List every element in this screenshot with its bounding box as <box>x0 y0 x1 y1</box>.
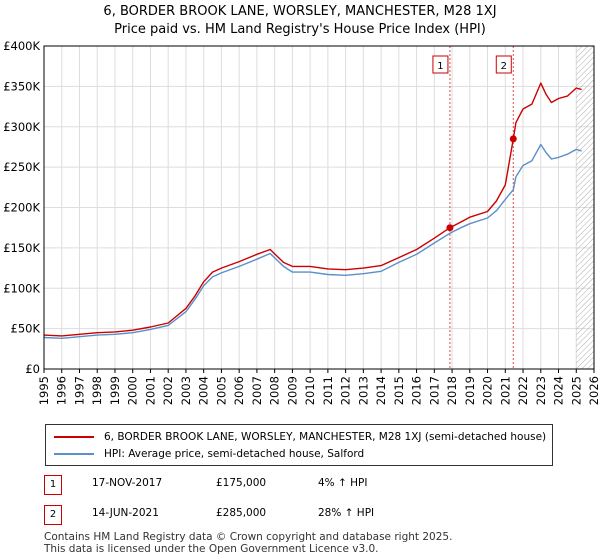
hatched-region <box>576 46 594 369</box>
sale-row-2: 2 14-JUN-2021 £285,000 28% ↑ HPI <box>44 505 564 527</box>
sale-num-badge: 1 <box>44 475 62 495</box>
property-price-line <box>43 82 582 337</box>
sale-hpi-change: 4% ↑ HPI <box>318 477 368 489</box>
chart-title-line: 6, BORDER BROOK LANE, WORSLEY, MANCHESTE… <box>103 4 497 19</box>
plot-frame <box>43 45 595 370</box>
x-tick-label: 2013 <box>356 376 370 405</box>
y-tick-label: £250K <box>3 160 40 174</box>
x-tick-label: 2001 <box>143 376 157 405</box>
x-tick-label: 1997 <box>72 376 86 405</box>
x-tick-label: 2018 <box>445 376 459 405</box>
x-tick-label: 2017 <box>427 376 441 405</box>
sale-point <box>509 135 517 143</box>
y-tick-label: £350K <box>3 79 40 93</box>
chart-area: £0 £50K £100K £150K £200K £250K £300K £350K £400… <box>3 39 600 405</box>
series-layer <box>43 82 582 339</box>
sale-price: £285,000 <box>216 507 267 519</box>
footer-line-1: Contains HM Land Registry data © Crown c… <box>44 531 453 543</box>
legend: 6, BORDER BROOK LANE, WORSLEY, MANCHESTE… <box>45 424 553 466</box>
x-tick-label: 2005 <box>214 376 228 405</box>
x-tick-label: 1999 <box>108 376 122 405</box>
y-tick-label: £400K <box>3 39 40 53</box>
chart-subtitle: Price paid vs. HM Land Registry's House … <box>114 22 486 37</box>
x-tick-label: 2020 <box>481 376 495 405</box>
hpi-line <box>43 143 582 339</box>
y-tick-label: £150K <box>3 241 40 255</box>
legend-item-property: 6, BORDER BROOK LANE, WORSLEY, MANCHESTE… <box>54 429 546 445</box>
x-tick-label: 2010 <box>303 376 317 405</box>
x-tick-label: 2021 <box>498 376 512 405</box>
x-tick-label: 2000 <box>126 376 140 405</box>
legend-label-hpi: HPI: Average price, semi-detached house,… <box>104 448 365 460</box>
y-tick-label: £50K <box>11 322 41 336</box>
x-tick-label: 2023 <box>534 376 548 405</box>
x-tick-label: 2014 <box>374 376 388 405</box>
footer-attribution: Contains HM Land Registry data © Crown c… <box>44 531 452 555</box>
legend-label-property: 6, BORDER BROOK LANE, WORSLEY, MANCHESTE… <box>104 431 547 443</box>
x-tick-label: 2016 <box>410 376 424 405</box>
x-tick-label: 2026 <box>587 376 600 405</box>
grid-layer <box>43 45 595 370</box>
sale-label-number: 2 <box>501 61 507 72</box>
legend-swatch-hpi <box>54 453 94 455</box>
x-tick-label: 1996 <box>55 376 69 405</box>
sale-hpi-change: 28% ↑ HPI <box>318 507 375 519</box>
x-tick-label: 2006 <box>232 376 246 405</box>
x-tick-label: 2022 <box>516 376 530 405</box>
x-tick-label: 2004 <box>197 376 211 405</box>
y-tick-label: £0 <box>25 362 40 376</box>
sale-row-1: 1 17-NOV-2017 £175,000 4% ↑ HPI <box>44 475 564 497</box>
sale-marker-lines <box>449 46 514 369</box>
chart-title: 6, BORDER BROOK LANE, WORSLEY, MANCHESTE… <box>0 3 600 39</box>
sale-date: 14-JUN-2021 <box>92 507 159 519</box>
x-tick-label: 2019 <box>463 376 477 405</box>
x-tick-label: 2003 <box>179 376 193 405</box>
x-tick-label: 2025 <box>569 376 583 405</box>
sale-date: 17-NOV-2017 <box>92 477 163 489</box>
legend-swatch-property <box>54 436 94 438</box>
sale-point <box>446 224 454 232</box>
footer-line-2: This data is licensed under the Open Gov… <box>44 543 379 555</box>
axis-layer: £0 £50K £100K £150K £200K £250K £300K £350K £400… <box>3 39 600 405</box>
x-tick-label: 2012 <box>339 376 353 405</box>
x-tick-label: 2024 <box>552 376 566 405</box>
y-tick-label: £200K <box>3 201 40 215</box>
sale-price: £175,000 <box>216 477 267 489</box>
legend-item-hpi: HPI: Average price, semi-detached house,… <box>54 446 364 462</box>
x-tick-label: 2009 <box>285 376 299 405</box>
x-tick-label: 2008 <box>268 376 282 405</box>
sale-label-box <box>432 55 449 74</box>
sale-num-badge: 2 <box>44 505 62 525</box>
sale-label-box <box>495 55 512 74</box>
x-tick-label: 2007 <box>250 376 264 405</box>
y-tick-label: £300K <box>3 120 40 134</box>
x-tick-label: 1995 <box>37 376 51 405</box>
x-tick-label: 2015 <box>392 376 406 405</box>
x-tick-label: 2011 <box>321 376 335 405</box>
y-tick-label: £100K <box>3 281 40 295</box>
hatch-layer <box>576 46 594 369</box>
x-tick-label: 1998 <box>90 376 104 405</box>
sale-label-number: 1 <box>437 61 443 72</box>
x-tick-label: 2002 <box>161 376 175 405</box>
